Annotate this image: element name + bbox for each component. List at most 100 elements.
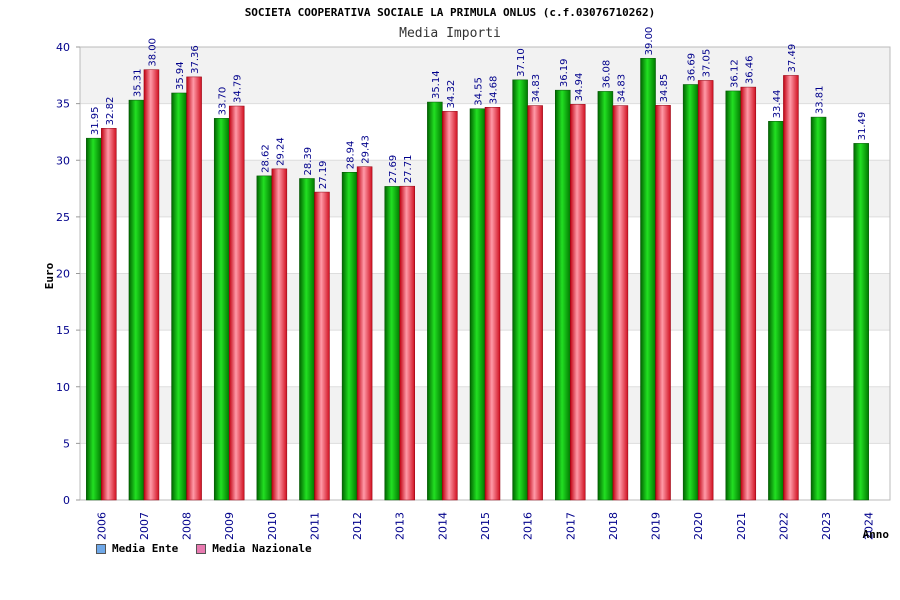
data-label: 28.39 (303, 147, 314, 176)
bar-ente (341, 172, 358, 501)
data-label: 28.94 (346, 141, 357, 170)
data-label: 35.94 (175, 61, 186, 90)
bar-ente (299, 178, 315, 501)
bar-nazionale (783, 75, 799, 501)
bar-ente (86, 137, 102, 501)
bar-nazionale (612, 105, 629, 501)
data-label: 39.00 (644, 27, 655, 56)
y-tick-label: 40 (56, 41, 70, 54)
legend: Media Ente Media Nazionale (96, 542, 312, 555)
data-label: 34.83 (531, 74, 542, 103)
bar-nazionale (143, 69, 160, 501)
x-axis-label: Anno (863, 528, 890, 541)
bar-nazionale (570, 104, 586, 501)
x-tick-label: 2014 (436, 512, 449, 540)
y-axis-label: Euro (43, 262, 56, 289)
data-label: 31.95 (90, 107, 101, 136)
data-label: 35.31 (132, 68, 143, 97)
data-label: 33.44 (772, 90, 783, 119)
y-tick-label: 25 (56, 211, 70, 224)
data-label: 37.10 (516, 48, 527, 77)
bar-ente (555, 89, 571, 501)
chart-title: SOCIETA COOPERATIVA SOCIALE LA PRIMULA O… (245, 6, 656, 19)
data-label: 29.43 (361, 135, 372, 164)
x-tick-label: 2012 (351, 512, 364, 540)
bar-nazionale (697, 80, 714, 501)
x-tick-label: 2009 (223, 512, 236, 540)
data-label: 36.69 (687, 53, 698, 82)
data-label: 34.85 (659, 74, 670, 103)
data-label: 34.94 (574, 73, 585, 102)
data-label: 34.32 (446, 80, 457, 109)
bar-nazionale (101, 128, 117, 501)
x-tick-label: 2019 (650, 512, 663, 540)
bar-nazionale (356, 166, 373, 501)
data-label: 37.49 (787, 44, 798, 73)
data-label: 32.82 (105, 97, 116, 126)
y-tick-label: 35 (56, 98, 70, 111)
bar-nazionale (655, 105, 671, 501)
x-tick-label: 2011 (308, 512, 321, 540)
bar-ente (768, 121, 784, 501)
x-tick-label: 2024 (863, 512, 876, 540)
x-tick-label: 2015 (479, 512, 492, 540)
data-label: 27.69 (388, 155, 399, 184)
data-label: 36.08 (601, 60, 612, 89)
data-label: 38.00 (147, 38, 158, 67)
x-tick-label: 2010 (266, 512, 279, 540)
bar-ente (256, 175, 273, 501)
x-tick-label: 2016 (522, 512, 535, 540)
bar-nazionale (271, 168, 288, 501)
y-tick-label: 5 (63, 437, 70, 450)
data-label: 31.49 (857, 112, 868, 141)
ticks-group: 0 5 10 15 20 25 30 35 40 2006 2007 2008 2009 2010 2011… (56, 41, 876, 540)
legend-swatch-ente (96, 543, 106, 554)
bar-ente (427, 101, 443, 501)
chart-subtitle: Media Importi (399, 26, 501, 41)
data-label: 34.68 (489, 76, 500, 105)
data-label: 37.36 (190, 45, 201, 74)
data-label: 36.19 (559, 59, 570, 88)
data-label: 37.05 (702, 49, 713, 78)
data-label: 29.24 (275, 137, 286, 166)
y-tick-label: 10 (56, 381, 70, 394)
bar-ente (213, 118, 230, 501)
bar-nazionale (442, 111, 458, 501)
bar-nazionale (740, 86, 757, 501)
bar-nazionale (399, 185, 415, 501)
data-label: 33.70 (218, 87, 229, 116)
data-label: 27.19 (318, 160, 329, 189)
bar-ente (171, 92, 187, 501)
bar-ente (597, 91, 614, 501)
bar-ente (682, 84, 699, 501)
x-tick-label: 2006 (95, 512, 108, 540)
y-tick-label: 20 (56, 268, 70, 281)
bar-nazionale (527, 105, 543, 501)
bar-nazionale (314, 191, 330, 501)
data-label: 28.62 (260, 144, 271, 173)
x-tick-label: 2018 (607, 512, 620, 540)
bars-group: 31.95 32.82 35.31 38.00 35.94 37.36 33.70 34.79… (86, 27, 869, 501)
legend-swatch-nazionale (196, 543, 207, 554)
x-tick-label: 2007 (138, 512, 151, 540)
x-tick-label: 2021 (735, 512, 748, 540)
bar-ente (725, 90, 742, 501)
bar-ente (384, 186, 400, 501)
x-tick-label: 2020 (692, 512, 705, 540)
data-label: 34.83 (616, 74, 627, 103)
bar-ente (810, 116, 827, 501)
bar-ente (640, 58, 656, 501)
y-tick-label: 0 (63, 494, 70, 507)
legend-item-nazionale: Media Nazionale (196, 542, 312, 555)
bar-ente (512, 79, 528, 501)
legend-item-ente: Media Ente (96, 542, 178, 555)
x-tick-label: 2023 (820, 512, 833, 540)
x-tick-label: 2013 (394, 512, 407, 540)
bar-nazionale (186, 76, 202, 501)
legend-label-ente: Media Ente (112, 542, 179, 555)
data-label: 34.79 (233, 74, 244, 103)
bar-ente (128, 99, 145, 501)
data-label: 33.81 (815, 85, 826, 114)
data-label: 36.12 (729, 59, 740, 88)
